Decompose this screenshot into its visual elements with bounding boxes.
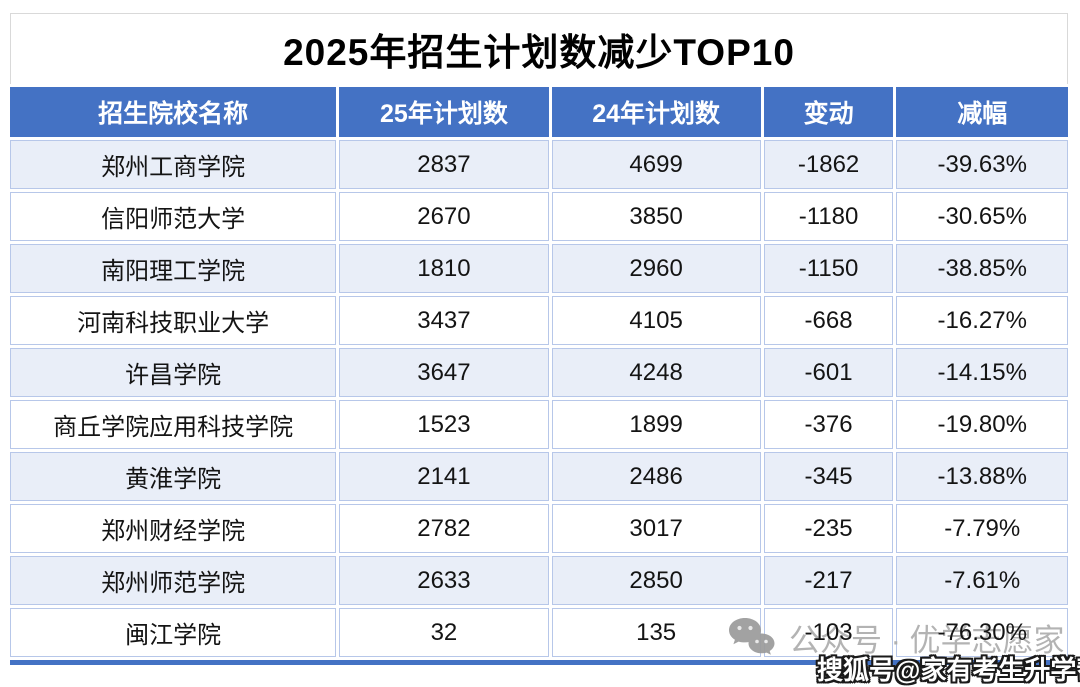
school-name-cell: 许昌学院 bbox=[10, 348, 337, 397]
reduction-cell: -14.15% bbox=[896, 348, 1068, 397]
plan-2024-cell: 3850 bbox=[551, 192, 761, 241]
school-name-cell: 信阳师范大学 bbox=[10, 192, 337, 241]
table-bottom-border bbox=[10, 660, 1068, 665]
change-cell: -668 bbox=[763, 296, 894, 345]
reduction-cell: -30.65% bbox=[896, 192, 1068, 241]
plan-2025-cell: 2670 bbox=[339, 192, 549, 241]
reduction-cell: -7.79% bbox=[896, 504, 1068, 553]
sohu-watermark: 搜狐号@家有考生升学帮 bbox=[817, 655, 1080, 685]
table-row: 黄淮学院 2141 2486 -345 -13.88% bbox=[10, 452, 1068, 501]
data-table: 招生院校名称 25年计划数 24年计划数 变动 减幅 郑州工商学院 2837 4… bbox=[7, 84, 1071, 660]
plan-2024-cell: 1899 bbox=[551, 400, 761, 449]
school-name-cell: 郑州师范学院 bbox=[10, 556, 337, 605]
change-cell: -103 bbox=[763, 608, 894, 657]
plan-2025-cell: 1523 bbox=[339, 400, 549, 449]
plan-2025-cell: 2837 bbox=[339, 140, 549, 189]
change-cell: -601 bbox=[763, 348, 894, 397]
table-row: 商丘学院应用科技学院 1523 1899 -376 -19.80% bbox=[10, 400, 1068, 449]
table-row: 河南科技职业大学 3437 4105 -668 -16.27% bbox=[10, 296, 1068, 345]
school-name-cell: 闽江学院 bbox=[10, 608, 337, 657]
wechat-icon bbox=[727, 616, 777, 660]
change-cell: -376 bbox=[763, 400, 894, 449]
reduction-cell: -7.61% bbox=[896, 556, 1068, 605]
page-title: 2025年招生计划数减少TOP10 bbox=[283, 32, 795, 73]
col-header-plan-2024: 24年计划数 bbox=[551, 87, 761, 137]
school-name-cell: 郑州财经学院 bbox=[10, 504, 337, 553]
change-cell: -1862 bbox=[763, 140, 894, 189]
table-row: 南阳理工学院 1810 2960 -1150 -38.85% bbox=[10, 244, 1068, 293]
school-name-cell: 商丘学院应用科技学院 bbox=[10, 400, 337, 449]
plan-2024-cell: 4699 bbox=[551, 140, 761, 189]
school-name-cell: 南阳理工学院 bbox=[10, 244, 337, 293]
change-cell: -345 bbox=[763, 452, 894, 501]
col-header-change: 变动 bbox=[763, 87, 894, 137]
plan-2025-cell: 3437 bbox=[339, 296, 549, 345]
reduction-cell: -38.85% bbox=[896, 244, 1068, 293]
school-name-cell: 河南科技职业大学 bbox=[10, 296, 337, 345]
reduction-cell: -39.63% bbox=[896, 140, 1068, 189]
school-name-cell: 黄淮学院 bbox=[10, 452, 337, 501]
plan-2025-cell: 2633 bbox=[339, 556, 549, 605]
plan-2025-cell: 1810 bbox=[339, 244, 549, 293]
reduction-cell: -19.80% bbox=[896, 400, 1068, 449]
school-name-cell: 郑州工商学院 bbox=[10, 140, 337, 189]
table-title-box: 2025年招生计划数减少TOP10 bbox=[10, 13, 1068, 84]
table-row: 许昌学院 3647 4248 -601 -14.15% bbox=[10, 348, 1068, 397]
change-cell: -217 bbox=[763, 556, 894, 605]
col-header-plan-2025: 25年计划数 bbox=[339, 87, 549, 137]
reduction-cell: -16.27% bbox=[896, 296, 1068, 345]
plan-2024-cell: 4248 bbox=[551, 348, 761, 397]
plan-2024-cell: 135 bbox=[551, 608, 761, 657]
plan-2025-cell: 2141 bbox=[339, 452, 549, 501]
plan-2024-cell: 2850 bbox=[551, 556, 761, 605]
change-cell: -1150 bbox=[763, 244, 894, 293]
table-row: 郑州师范学院 2633 2850 -217 -7.61% bbox=[10, 556, 1068, 605]
col-header-reduction: 减幅 bbox=[896, 87, 1068, 137]
plan-2024-cell: 2960 bbox=[551, 244, 761, 293]
plan-2025-cell: 3647 bbox=[339, 348, 549, 397]
plan-2024-cell: 3017 bbox=[551, 504, 761, 553]
change-cell: -235 bbox=[763, 504, 894, 553]
table-row: 信阳师范大学 2670 3850 -1180 -30.65% bbox=[10, 192, 1068, 241]
reduction-cell: -13.88% bbox=[896, 452, 1068, 501]
col-header-school: 招生院校名称 bbox=[10, 87, 337, 137]
wechat-watermark: 公众号 · 优学志愿家 bbox=[727, 615, 1065, 660]
wechat-watermark-label: 公众号 · 优学志愿家 bbox=[789, 623, 1065, 658]
change-cell: -1180 bbox=[763, 192, 894, 241]
plan-2024-cell: 2486 bbox=[551, 452, 761, 501]
table-row: 郑州财经学院 2782 3017 -235 -7.79% bbox=[10, 504, 1068, 553]
reduction-cell: -76.30% bbox=[896, 608, 1068, 657]
plan-2024-cell: 4105 bbox=[551, 296, 761, 345]
plan-2025-cell: 32 bbox=[339, 608, 549, 657]
plan-2025-cell: 2782 bbox=[339, 504, 549, 553]
table-row: 郑州工商学院 2837 4699 -1862 -39.63% bbox=[10, 140, 1068, 189]
table-row: 闽江学院 32 135 -103 -76.30% bbox=[10, 608, 1068, 657]
table-sheet: 2025年招生计划数减少TOP10 招生院校名称 25年计划数 24年计划数 变… bbox=[10, 13, 1068, 665]
header-row: 招生院校名称 25年计划数 24年计划数 变动 减幅 bbox=[10, 87, 1068, 137]
